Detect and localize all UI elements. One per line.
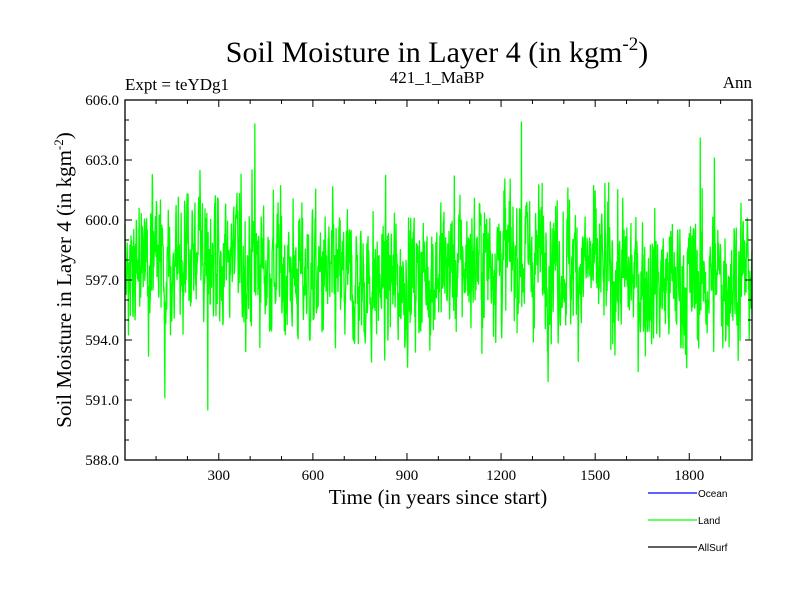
legend-label-ocean: Ocean xyxy=(698,489,727,500)
y-axis-title-main: Soil Moisture in Layer 4 (in kgm xyxy=(52,150,76,428)
legend-label-land: Land xyxy=(698,516,720,527)
y-tick-label: 603.0 xyxy=(85,153,119,169)
chart-title-main: Soil Moisture in Layer 4 (in kgm xyxy=(226,36,623,69)
x-tick-label: 900 xyxy=(396,468,419,484)
season-label: Ann xyxy=(723,73,753,92)
y-axis-title-suffix: ) xyxy=(52,132,76,139)
run-label: 421_1_MaBP xyxy=(390,68,484,87)
series-layer xyxy=(124,121,753,411)
legend-label-allsurf: AllSurf xyxy=(698,543,728,554)
x-tick-label: 300 xyxy=(208,468,231,484)
series-line-land xyxy=(124,121,753,411)
x-tick-label: 600 xyxy=(302,468,325,484)
y-tick-label: 606.0 xyxy=(85,93,119,109)
chart-title: Soil Moisture in Layer 4 (in kgm-2) xyxy=(226,34,648,69)
chart-title-superscript: -2 xyxy=(622,34,638,55)
y-axis-title-superscript: -2 xyxy=(51,139,66,150)
x-tick-label: 1500 xyxy=(580,468,610,484)
y-tick-label: 597.0 xyxy=(85,273,119,289)
y-axis-title: Soil Moisture in Layer 4 (in kgm-2) xyxy=(51,132,76,427)
chart-title-suffix: ) xyxy=(638,36,648,69)
legend: Ocean Land AllSurf xyxy=(648,489,728,554)
x-axis-title: Time (in years since start) xyxy=(329,485,548,509)
y-tick-label: 591.0 xyxy=(85,393,119,409)
y-tick-label: 588.0 xyxy=(85,453,119,469)
x-tick-label: 1200 xyxy=(486,468,516,484)
axis-layer: 588.0 591.0 594.0 597.0 600.0 603.0 606.0 300 60… xyxy=(85,93,752,484)
y-tick-label: 594.0 xyxy=(85,333,119,349)
experiment-label: Expt = teYDg1 xyxy=(125,75,229,94)
y-tick-label: 600.0 xyxy=(85,213,119,229)
x-tick-label: 1800 xyxy=(674,468,704,484)
